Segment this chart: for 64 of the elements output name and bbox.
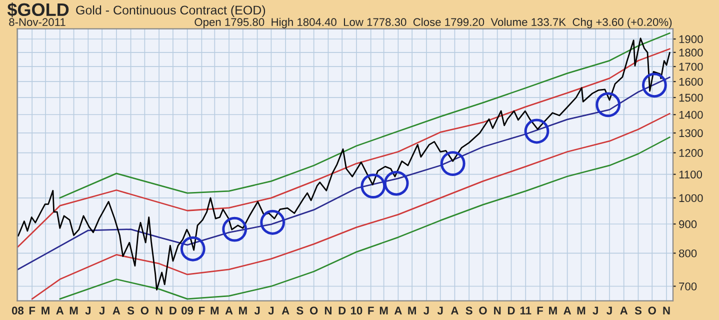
text: 8-Nov-2011 (9, 18, 66, 26)
x-tick-label: M (210, 306, 219, 314)
y-tick-label: 1300 (679, 129, 703, 138)
x-tick-label: J (99, 306, 104, 315)
x-tick-label: J (592, 306, 598, 315)
x-tick-label: 10 (350, 306, 362, 315)
x-tick-label: S (634, 306, 642, 315)
x-tick-label: J (437, 306, 443, 315)
x-tick-label: A (564, 306, 572, 314)
x-tick-label: D (170, 306, 177, 314)
x-tick-label: J (606, 306, 612, 315)
x-tick-label: J (268, 306, 274, 315)
x-tick-label: N (494, 306, 501, 314)
y-tick-label: 1700 (679, 62, 703, 71)
y-tick-label: 1400 (679, 110, 703, 119)
y-tick-label: 1000 (679, 194, 703, 202)
x-tick-label: O (310, 306, 318, 315)
x-tick-label: F (199, 306, 205, 314)
x-tick-label: A (225, 306, 233, 314)
chart-title: $GOLD (7, 2, 69, 18)
x-tick-label: N (156, 306, 162, 314)
x-tick-label: A (112, 306, 120, 314)
y-tick-label: 1200 (679, 149, 703, 157)
x-tick-label: S (466, 306, 472, 315)
x-tick-label: M (577, 306, 586, 314)
x-tick-label: 11 (520, 306, 532, 314)
y-tick-label: 1600 (679, 78, 703, 86)
x-tick-label: M (549, 306, 557, 314)
text: Open 1795.80 High 1804.40 Low 1778.30 Close 1799.20 Volume 133.7K Chg +3.60 (+0.20%) (194, 18, 672, 28)
x-tick-label: F (368, 306, 374, 314)
x-tick-label: D (338, 306, 346, 314)
x-tick-label: O (479, 306, 487, 315)
y-tick-label: 700 (679, 282, 697, 290)
x-tick-label: A (450, 306, 458, 314)
chart-subtitle: Gold - Continuous Contract (EOD) (76, 5, 266, 18)
x-tick-label: M (70, 306, 78, 314)
y-tick-label: 800 (679, 249, 697, 258)
x-tick-label: M (239, 306, 247, 314)
y-tick-label: 1800 (679, 48, 703, 57)
y-tick-label: 1500 (679, 94, 703, 102)
x-tick-label: J (85, 306, 90, 315)
x-tick-label: 08 (12, 306, 24, 315)
x-tick-label: S (296, 306, 304, 315)
x-tick-label: M (42, 306, 50, 314)
x-tick-label: A (394, 306, 402, 314)
x-tick-label: M (380, 306, 388, 314)
x-tick-label: 09 (182, 306, 194, 315)
y-tick-label: 900 (679, 220, 697, 228)
x-tick-label: A (56, 306, 64, 314)
x-tick-label: J (424, 306, 429, 315)
y-tick-label: 1900 (679, 35, 703, 44)
x-tick-label: A (282, 306, 290, 314)
x-tick-label: F (537, 306, 543, 314)
x-tick-label: A (620, 306, 628, 314)
x-tick-label: M (408, 306, 416, 314)
y-tick-label: 1100 (679, 170, 702, 178)
x-tick-label: N (324, 306, 332, 314)
x-tick-label: F (29, 306, 36, 314)
x-tick-label: S (127, 306, 134, 315)
x-tick-label: O (648, 306, 656, 315)
x-tick-label: O (140, 306, 149, 315)
x-tick-label: J (254, 306, 260, 315)
x-tick-label: N (663, 306, 670, 314)
x-tick-label: D (508, 306, 515, 314)
